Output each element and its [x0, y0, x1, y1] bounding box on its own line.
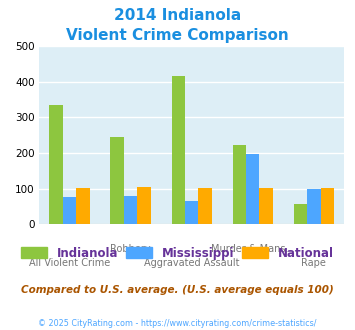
Bar — [294, 204, 307, 224]
Bar — [137, 187, 151, 224]
Text: Violent Crime Comparison: Violent Crime Comparison — [66, 28, 289, 43]
Bar — [124, 196, 137, 224]
Text: Robbery: Robbery — [110, 244, 151, 254]
Bar — [307, 189, 321, 224]
Text: Aggravated Assault: Aggravated Assault — [144, 258, 240, 268]
Text: Compared to U.S. average. (U.S. average equals 100): Compared to U.S. average. (U.S. average … — [21, 285, 334, 295]
Bar — [233, 145, 246, 224]
Bar — [110, 137, 124, 224]
Text: 2014 Indianola: 2014 Indianola — [114, 8, 241, 23]
Bar — [76, 188, 90, 224]
Bar — [63, 197, 76, 224]
Text: © 2025 CityRating.com - https://www.cityrating.com/crime-statistics/: © 2025 CityRating.com - https://www.city… — [38, 319, 317, 328]
Legend: Indianola, Mississippi, National: Indianola, Mississippi, National — [16, 242, 339, 264]
Text: All Violent Crime: All Violent Crime — [29, 258, 110, 268]
Bar — [49, 105, 63, 224]
Text: Murder & Mans...: Murder & Mans... — [211, 244, 295, 254]
Bar — [198, 188, 212, 224]
Bar — [246, 154, 260, 224]
Bar — [171, 77, 185, 224]
Bar — [185, 201, 198, 224]
Bar — [260, 188, 273, 224]
Text: Rape: Rape — [301, 258, 326, 268]
Bar — [321, 188, 334, 224]
